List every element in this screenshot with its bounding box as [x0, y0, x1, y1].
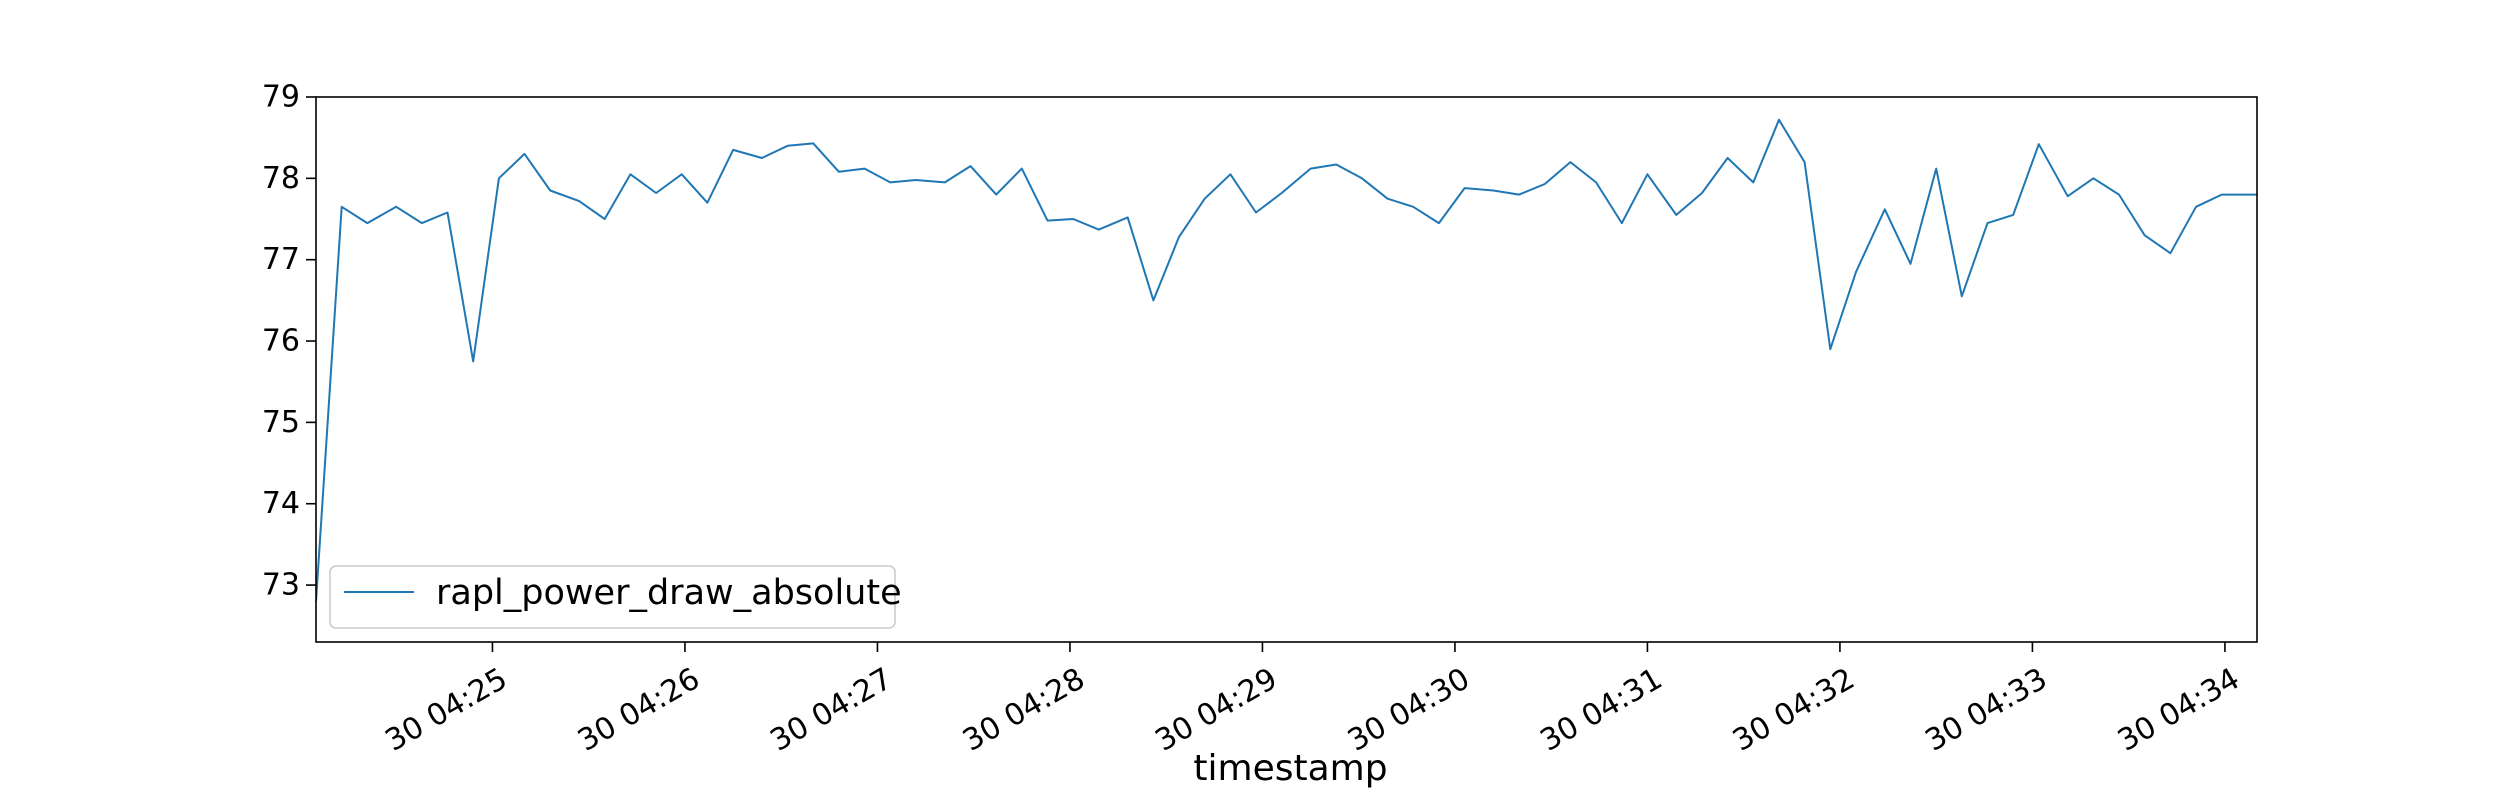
y-tick-label: 78	[262, 161, 300, 196]
y-tick-label: 75	[262, 405, 300, 440]
y-tick-label: 79	[262, 80, 300, 115]
x-tick-label: 30 04:29	[1150, 661, 1284, 758]
legend-box	[329, 565, 896, 629]
y-tick-label: 73	[262, 568, 300, 603]
x-tick-label: 30 04:34	[2112, 661, 2246, 758]
x-tick-label: 30 04:32	[1727, 661, 1861, 758]
x-tick-label: 30 04:33	[1920, 661, 2054, 758]
series-lines	[316, 118, 2257, 602]
x-tick-label: 30 04:25	[380, 661, 514, 758]
legend: rapl_power_draw_absolute	[329, 565, 902, 629]
x-tick-label: 30 04:27	[765, 661, 899, 758]
series-line-0	[316, 118, 2257, 602]
x-axis-title: timestamp	[1193, 748, 1387, 789]
x-tick-label: 30 04:30	[1342, 661, 1476, 758]
x-tick-label: 30 04:28	[957, 661, 1091, 758]
y-tick-label: 74	[262, 486, 300, 521]
y-tick-label: 76	[262, 324, 300, 359]
y-tick-label: 77	[262, 242, 300, 277]
x-tick-label: 30 04:31	[1535, 661, 1669, 758]
y-axis: 73 74 75 76 77 78 79	[262, 80, 316, 603]
x-axis: 30 04:25 30 04:26 30 04:27 30 04:28 30 04:29…	[380, 642, 2246, 759]
x-tick-label: 30 04:26	[572, 661, 706, 758]
legend-label: rapl_power_draw_absolute	[436, 573, 902, 613]
plot-frame	[315, 96, 2258, 643]
